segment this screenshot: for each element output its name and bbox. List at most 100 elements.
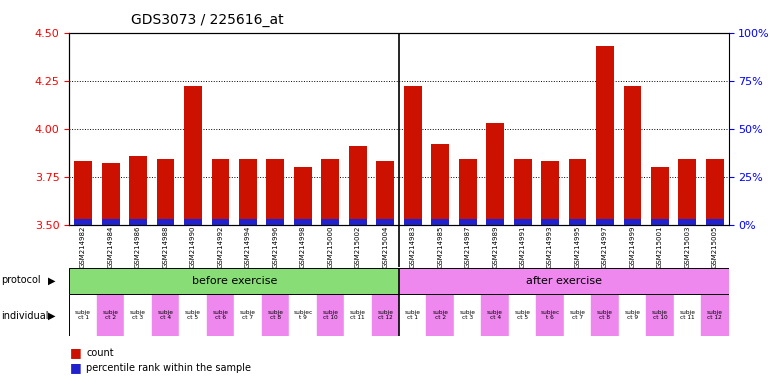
Text: GDS3073 / 225616_at: GDS3073 / 225616_at bbox=[131, 13, 284, 27]
Bar bbox=[261, 294, 289, 336]
Text: GSM215000: GSM215000 bbox=[328, 225, 333, 268]
Bar bbox=[487, 123, 504, 225]
Text: subje
ct 7: subje ct 7 bbox=[240, 310, 256, 320]
Text: GSM214996: GSM214996 bbox=[272, 225, 278, 268]
Bar bbox=[399, 268, 729, 294]
Text: subje
ct 8: subje ct 8 bbox=[268, 310, 284, 320]
Text: GSM214984: GSM214984 bbox=[108, 225, 113, 268]
Text: subje
ct 2: subje ct 2 bbox=[103, 310, 119, 320]
Bar bbox=[322, 159, 339, 225]
Text: GSM215003: GSM215003 bbox=[685, 225, 690, 268]
Text: GSM214993: GSM214993 bbox=[547, 225, 553, 268]
Text: subjec
t 6: subjec t 6 bbox=[540, 310, 560, 320]
Bar bbox=[74, 161, 92, 225]
Bar bbox=[348, 219, 367, 225]
Bar bbox=[184, 219, 202, 225]
Bar bbox=[651, 219, 669, 225]
Text: GSM215002: GSM215002 bbox=[355, 225, 361, 268]
Bar bbox=[376, 161, 394, 225]
Text: subje
ct 6: subje ct 6 bbox=[213, 310, 228, 320]
Text: ■: ■ bbox=[69, 361, 81, 374]
Bar bbox=[509, 294, 537, 336]
Text: subje
ct 1: subje ct 1 bbox=[75, 310, 91, 320]
Bar bbox=[239, 159, 257, 225]
Bar bbox=[678, 159, 696, 225]
Bar bbox=[431, 219, 449, 225]
Bar bbox=[239, 219, 257, 225]
Bar bbox=[376, 219, 394, 225]
Bar bbox=[372, 294, 399, 336]
Text: subje
ct 5: subje ct 5 bbox=[514, 310, 530, 320]
Bar bbox=[624, 86, 641, 225]
Text: GSM214983: GSM214983 bbox=[409, 225, 416, 268]
Text: subje
ct 12: subje ct 12 bbox=[377, 310, 393, 320]
Bar bbox=[624, 219, 641, 225]
Text: GSM214982: GSM214982 bbox=[80, 225, 86, 268]
Bar bbox=[157, 219, 174, 225]
Bar bbox=[618, 294, 646, 336]
Bar bbox=[431, 144, 449, 225]
Bar bbox=[706, 159, 724, 225]
Text: subje
ct 3: subje ct 3 bbox=[130, 310, 146, 320]
Bar bbox=[294, 219, 311, 225]
Bar bbox=[459, 159, 476, 225]
Text: subje
ct 4: subje ct 4 bbox=[487, 310, 503, 320]
Bar bbox=[234, 294, 261, 336]
Bar bbox=[537, 294, 564, 336]
Bar bbox=[179, 294, 207, 336]
Bar bbox=[481, 294, 509, 336]
Bar bbox=[322, 219, 339, 225]
Text: subje
ct 4: subje ct 4 bbox=[157, 310, 173, 320]
Text: subjec
t 9: subjec t 9 bbox=[293, 310, 312, 320]
Bar bbox=[102, 163, 120, 225]
Bar bbox=[541, 161, 559, 225]
Text: subje
ct 9: subje ct 9 bbox=[625, 310, 641, 320]
Text: GSM214986: GSM214986 bbox=[135, 225, 141, 268]
Bar bbox=[294, 167, 311, 225]
Bar bbox=[674, 294, 701, 336]
Text: GSM214992: GSM214992 bbox=[217, 225, 224, 268]
Bar bbox=[404, 86, 422, 225]
Text: subje
ct 3: subje ct 3 bbox=[460, 310, 476, 320]
Text: protocol: protocol bbox=[2, 275, 41, 285]
Text: GSM214989: GSM214989 bbox=[492, 225, 498, 268]
Text: after exercise: after exercise bbox=[526, 276, 602, 286]
Text: ■: ■ bbox=[69, 346, 81, 359]
Bar bbox=[184, 86, 202, 225]
Bar bbox=[568, 159, 587, 225]
Bar bbox=[348, 146, 367, 225]
Text: ▶: ▶ bbox=[48, 275, 56, 285]
Text: GSM214999: GSM214999 bbox=[629, 225, 635, 268]
Bar bbox=[678, 219, 696, 225]
Text: GSM214997: GSM214997 bbox=[602, 225, 608, 268]
Text: subje
ct 2: subje ct 2 bbox=[433, 310, 448, 320]
Text: GSM214991: GSM214991 bbox=[520, 225, 526, 268]
Bar bbox=[426, 294, 454, 336]
Text: GSM214987: GSM214987 bbox=[465, 225, 470, 268]
Bar bbox=[97, 294, 124, 336]
Bar bbox=[129, 219, 147, 225]
Bar bbox=[152, 294, 179, 336]
Bar bbox=[646, 294, 674, 336]
Bar bbox=[513, 159, 531, 225]
Text: before exercise: before exercise bbox=[191, 276, 277, 286]
Bar bbox=[596, 219, 614, 225]
Bar bbox=[211, 219, 230, 225]
Text: subje
ct 8: subje ct 8 bbox=[597, 310, 613, 320]
Text: GSM214995: GSM214995 bbox=[574, 225, 581, 268]
Text: subje
ct 10: subje ct 10 bbox=[322, 310, 338, 320]
Text: GSM214988: GSM214988 bbox=[163, 225, 169, 268]
Bar bbox=[399, 294, 426, 336]
Text: subje
ct 11: subje ct 11 bbox=[350, 310, 365, 320]
Text: ▶: ▶ bbox=[48, 311, 56, 321]
Text: subje
ct 1: subje ct 1 bbox=[405, 310, 421, 320]
Text: GSM214985: GSM214985 bbox=[437, 225, 443, 268]
Bar bbox=[568, 219, 587, 225]
Bar bbox=[591, 294, 618, 336]
Bar bbox=[651, 167, 669, 225]
Bar bbox=[513, 219, 531, 225]
Bar bbox=[289, 294, 317, 336]
Text: GSM214990: GSM214990 bbox=[190, 225, 196, 268]
Text: GSM214998: GSM214998 bbox=[300, 225, 306, 268]
Bar bbox=[74, 219, 92, 225]
